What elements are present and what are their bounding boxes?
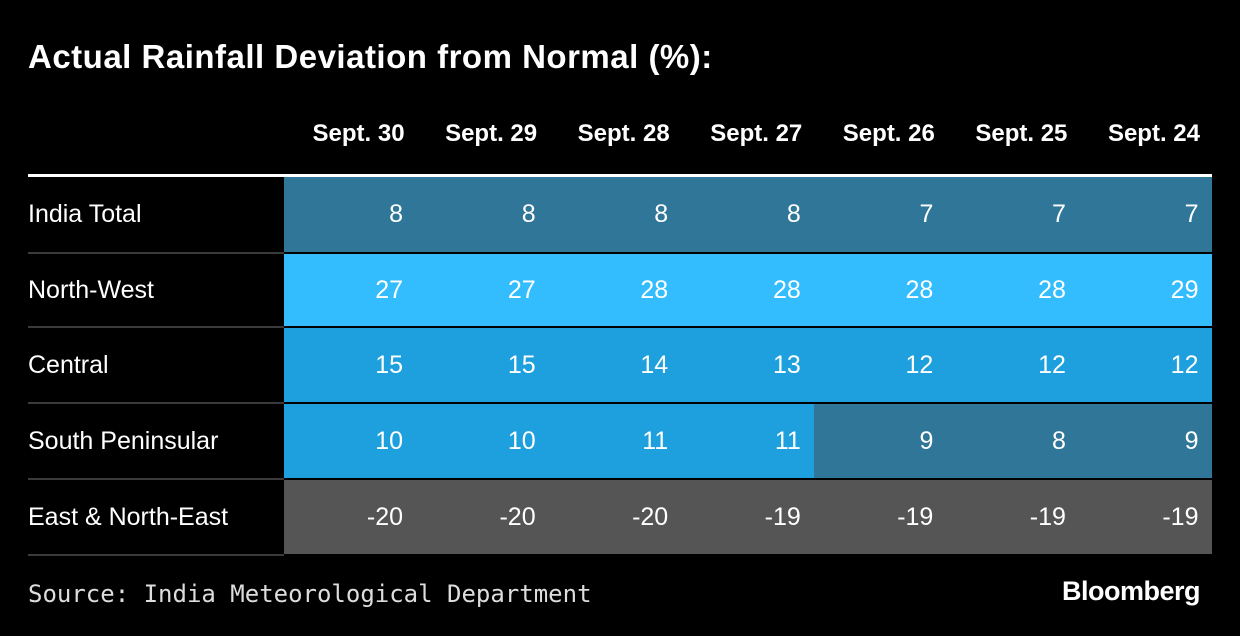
row-separator bbox=[28, 478, 284, 480]
cell: 13 bbox=[681, 328, 815, 402]
cell: 8 bbox=[549, 177, 683, 252]
cell: 15 bbox=[416, 328, 550, 402]
cell: -19 bbox=[814, 480, 948, 554]
cell: -19 bbox=[681, 480, 815, 554]
column-header: Sept. 28 bbox=[577, 120, 670, 147]
cell: 7 bbox=[814, 177, 948, 252]
cell: 9 bbox=[1079, 404, 1213, 478]
column-header: Sept. 25 bbox=[975, 120, 1068, 147]
column-header: Sept. 27 bbox=[710, 120, 803, 147]
column-header: Sept. 30 bbox=[312, 120, 405, 147]
cell: -20 bbox=[416, 480, 550, 554]
cell: 12 bbox=[1079, 328, 1213, 402]
cell: 8 bbox=[681, 177, 815, 252]
cell: 14 bbox=[549, 328, 683, 402]
cell: 11 bbox=[681, 404, 815, 478]
row-separator bbox=[28, 402, 284, 404]
row-label: East & North-East bbox=[28, 502, 229, 531]
cell: 28 bbox=[946, 254, 1080, 326]
title: Actual Rainfall Deviation from Normal (%… bbox=[28, 38, 713, 75]
cell: -19 bbox=[1079, 480, 1213, 554]
row-label: Central bbox=[28, 350, 109, 379]
row-separator bbox=[28, 554, 284, 556]
cell: 10 bbox=[416, 404, 550, 478]
cell: 28 bbox=[814, 254, 948, 326]
cell: 12 bbox=[946, 328, 1080, 402]
cell: 28 bbox=[549, 254, 683, 326]
cell: 9 bbox=[814, 404, 948, 478]
cell: 15 bbox=[284, 328, 418, 402]
cell: -20 bbox=[284, 480, 418, 554]
row-label: India Total bbox=[28, 200, 142, 228]
cell: 29 bbox=[1079, 254, 1213, 326]
cell: 8 bbox=[946, 404, 1080, 478]
cell: 27 bbox=[284, 254, 418, 326]
cell: 28 bbox=[681, 254, 815, 326]
column-header: Sept. 26 bbox=[842, 120, 935, 147]
logo: Bloomberg bbox=[1061, 576, 1201, 606]
cell: -19 bbox=[946, 480, 1080, 554]
cell: 27 bbox=[416, 254, 550, 326]
cell: 7 bbox=[946, 177, 1080, 252]
row-label: South Peninsular bbox=[28, 426, 219, 455]
cell: 8 bbox=[284, 177, 418, 252]
source: Source: India Meteorological Department bbox=[28, 580, 592, 608]
row-label: North-West bbox=[28, 275, 154, 304]
header-rule bbox=[28, 174, 1212, 177]
row-separator bbox=[28, 252, 284, 254]
cell: -20 bbox=[549, 480, 683, 554]
cell: 10 bbox=[284, 404, 418, 478]
column-header: Sept. 24 bbox=[1107, 120, 1200, 147]
row-separator bbox=[28, 326, 284, 328]
cell: 7 bbox=[1079, 177, 1213, 252]
cell: 11 bbox=[549, 404, 683, 478]
cell: 12 bbox=[814, 328, 948, 402]
cell: 8 bbox=[416, 177, 550, 252]
column-header: Sept. 29 bbox=[445, 120, 538, 147]
